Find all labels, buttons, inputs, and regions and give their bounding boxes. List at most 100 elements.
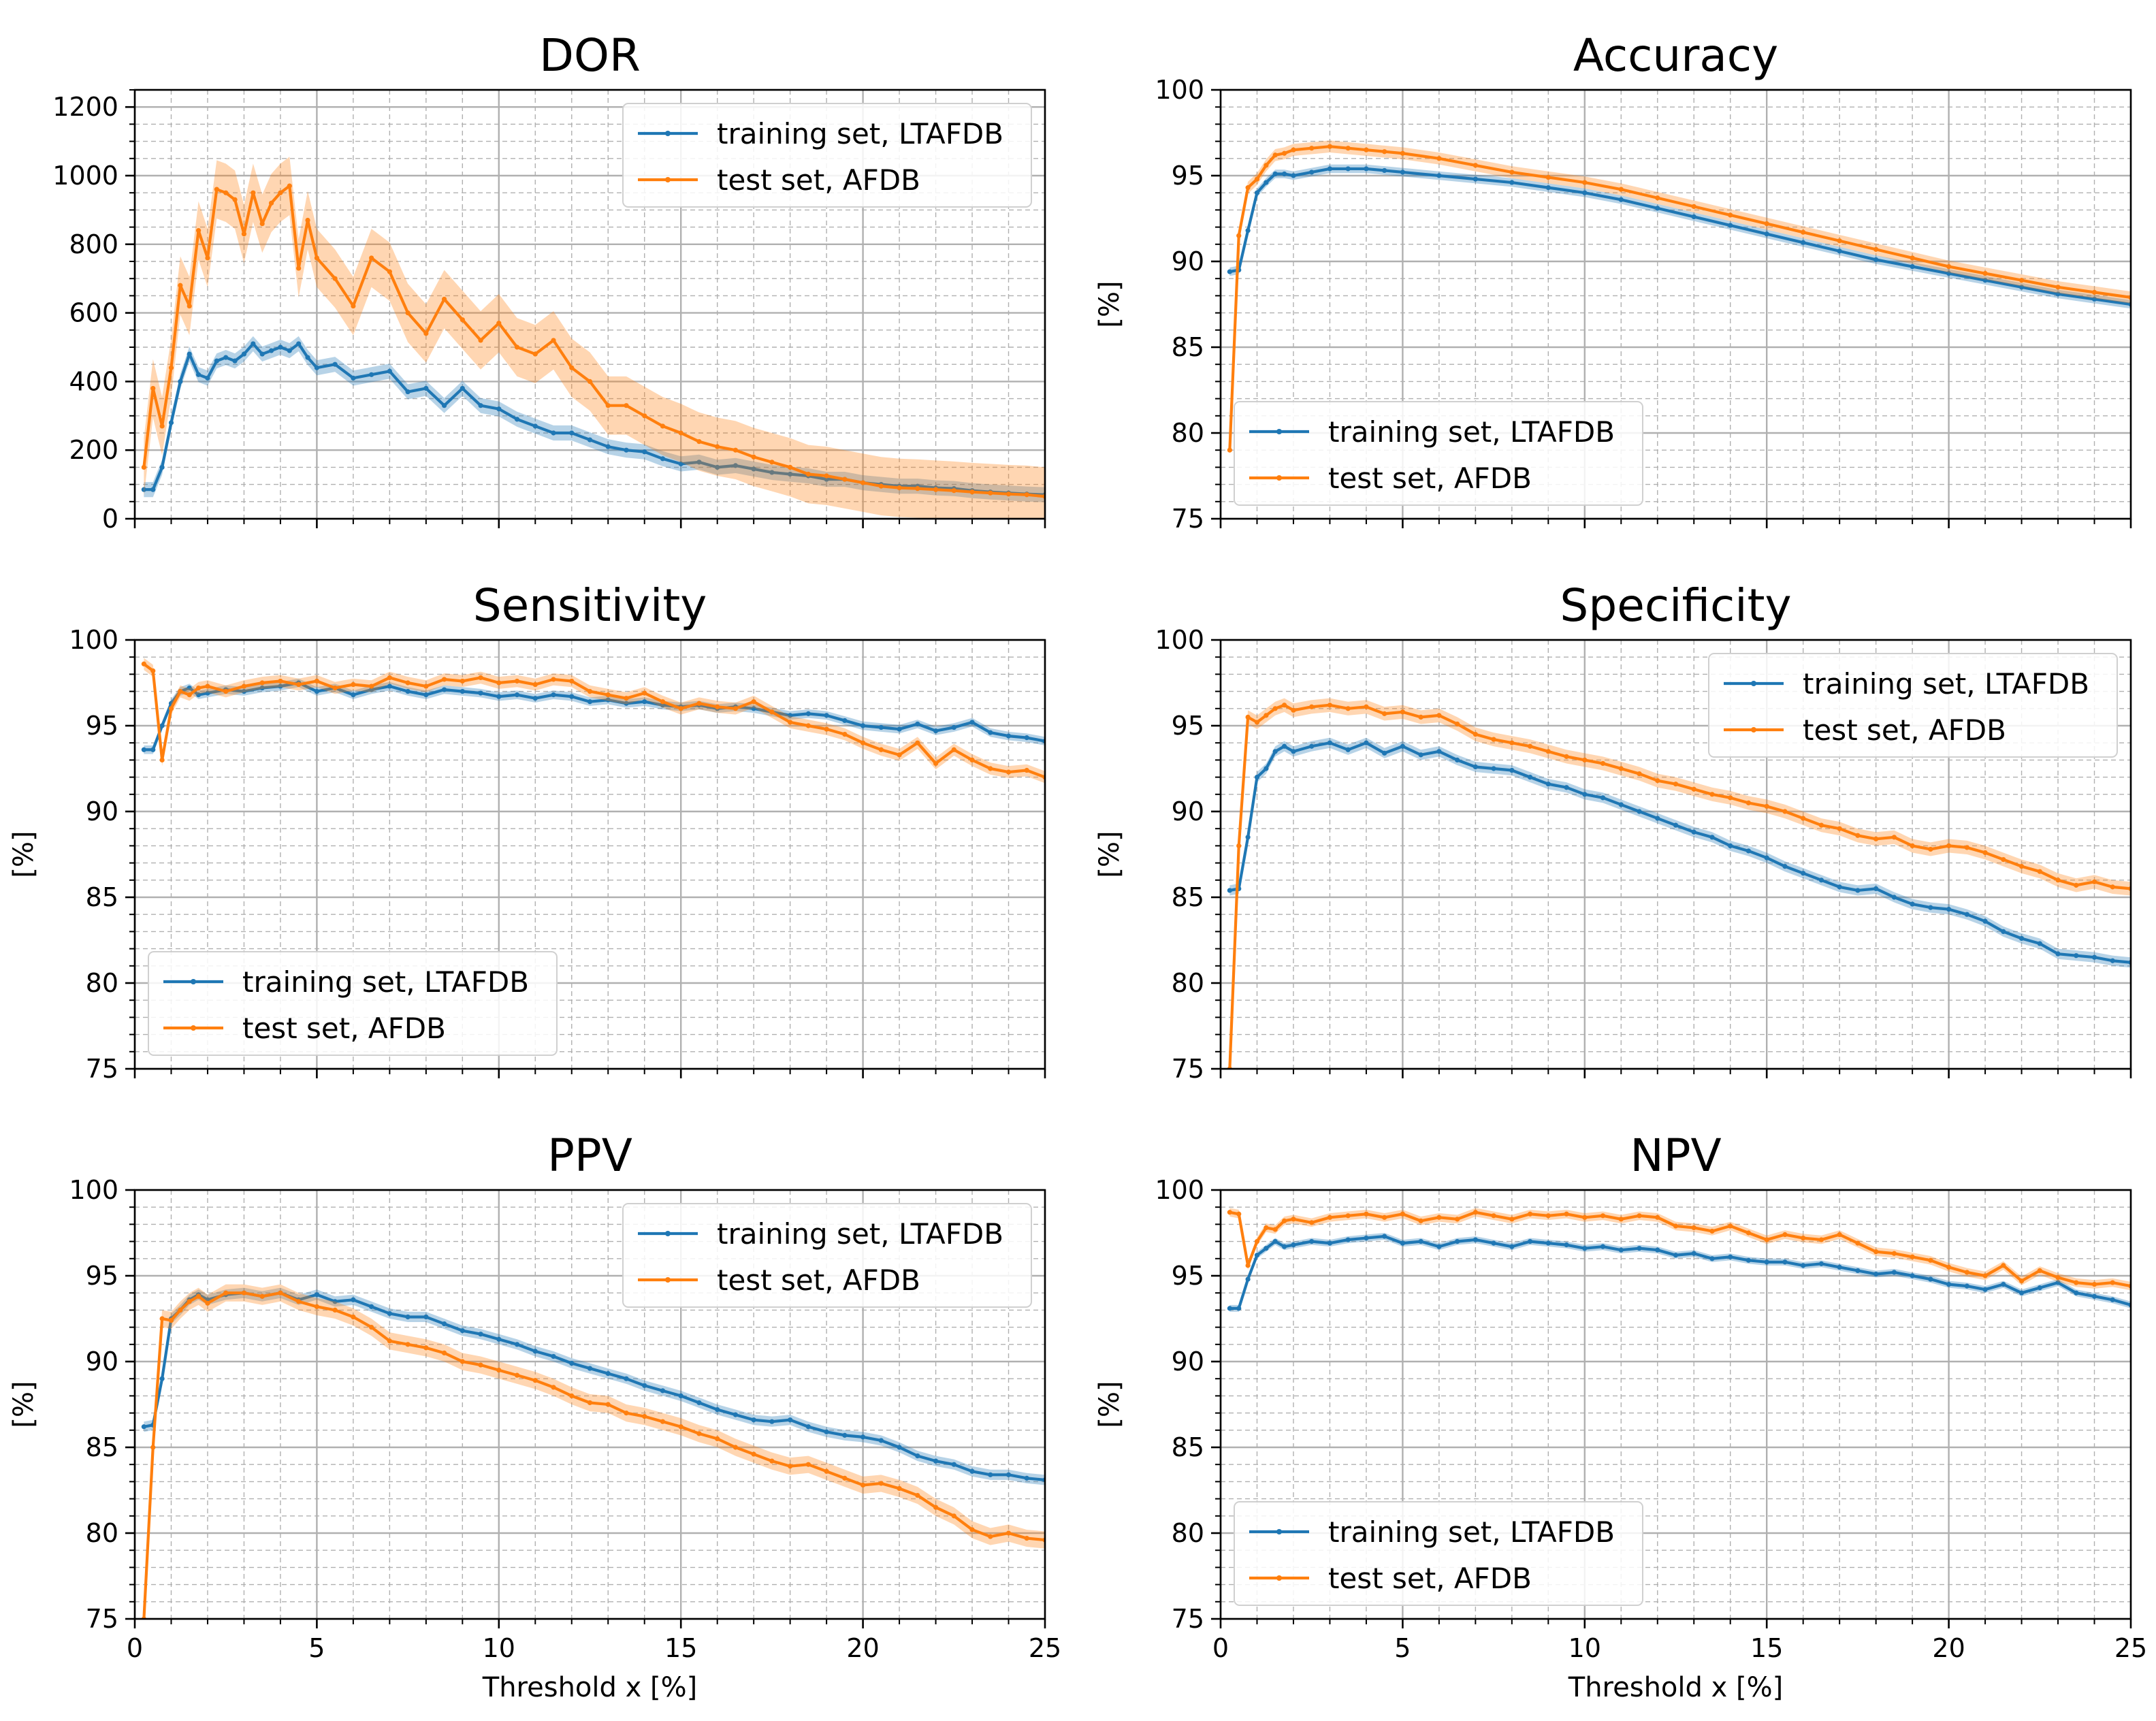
data-point (314, 689, 319, 694)
data-point (187, 1299, 192, 1304)
y-tick-label: 100 (69, 625, 118, 655)
y-axis-label: [%] (1094, 1381, 1125, 1428)
data-point (268, 200, 274, 206)
series-line (1229, 1234, 2131, 1310)
data-point (1254, 190, 1260, 195)
data-point (1491, 737, 1496, 742)
data-point (1728, 223, 1733, 228)
data-point (1291, 707, 1296, 713)
data-point (660, 423, 666, 429)
data-point (405, 680, 411, 686)
data-point (1254, 1239, 1260, 1244)
data-point (1873, 1249, 1879, 1255)
data-point (332, 1307, 338, 1313)
data-point (2110, 884, 2115, 890)
data-point (1655, 816, 1660, 821)
data-point (2001, 929, 2006, 934)
data-point (1855, 888, 1861, 893)
data-point (351, 692, 356, 698)
data-point (2037, 1268, 2042, 1274)
data-point (1364, 704, 1369, 709)
y-axis-label: [%] (8, 831, 39, 878)
data-point (241, 231, 247, 237)
data-point (1281, 743, 1287, 749)
data-point (1491, 766, 1496, 771)
data-point (159, 723, 165, 728)
data-point (951, 1462, 956, 1467)
ticks: 75 80 85 90 95 100 0 5 10 15 20 25 (69, 1175, 1061, 1663)
data-point (241, 689, 247, 694)
data-point (1264, 1225, 1269, 1231)
data-point (460, 689, 465, 694)
data-point (159, 423, 165, 429)
data-point (751, 1417, 756, 1423)
data-point (1382, 149, 1387, 155)
data-point (642, 413, 647, 419)
data-point (1272, 1227, 1278, 1232)
data-point (2018, 935, 2025, 942)
data-point (660, 1419, 666, 1424)
data-point (296, 681, 302, 688)
data-point (387, 683, 392, 689)
data-point (369, 372, 374, 377)
data-point (951, 1513, 956, 1519)
data-point (187, 685, 192, 691)
legend-label: test set, AFDB (1328, 1562, 1532, 1595)
y-tick-label: 100 (69, 1175, 118, 1205)
data-point (1910, 901, 1915, 907)
data-point (351, 375, 356, 381)
data-point (2091, 1282, 2097, 1287)
data-point (660, 1388, 666, 1394)
data-point (788, 1464, 793, 1469)
legend-label: test set, AFDB (717, 1264, 920, 1297)
data-point (150, 385, 156, 391)
y-tick-label: 1000 (52, 161, 118, 191)
data-point (441, 1350, 447, 1355)
y-tick-label: 95 (1172, 1261, 1204, 1291)
data-point (1473, 732, 1478, 737)
data-point (605, 444, 611, 449)
series-line (143, 662, 1045, 779)
data-point (678, 1424, 683, 1430)
data-point (1473, 176, 1478, 182)
data-point (1400, 709, 1405, 715)
legend-label: training set, LTAFDB (717, 1217, 1003, 1251)
data-point (1982, 1273, 1988, 1278)
data-point (1837, 248, 1842, 254)
data-point (642, 1414, 647, 1419)
data-point (460, 1328, 465, 1334)
data-point (769, 470, 775, 475)
data-point (933, 1505, 939, 1510)
data-point (824, 477, 829, 482)
x-tick-label: 10 (483, 1633, 515, 1663)
data-point (1891, 895, 1897, 900)
data-point (1545, 185, 1551, 191)
data-point (1254, 176, 1260, 182)
data-point (587, 699, 593, 705)
y-tick-label: 90 (1172, 797, 1204, 826)
data-point (2074, 882, 2079, 888)
data-point (1254, 720, 1260, 725)
data-point (314, 678, 319, 684)
data-point (824, 726, 829, 732)
data-point (1245, 185, 1251, 191)
data-point (405, 1342, 411, 1347)
series-test (1227, 1208, 2131, 1291)
data-point (1264, 766, 1269, 771)
data-point (478, 403, 483, 408)
data-point (532, 681, 538, 688)
series-line (1228, 703, 2131, 1069)
data-point (205, 375, 210, 381)
data-point (624, 1411, 629, 1416)
y-tick-label: 95 (1172, 711, 1204, 741)
legend: training set, LTAFDB test set, AFDB (148, 951, 558, 1056)
data-point (1782, 864, 1788, 869)
data-point (2074, 1290, 2079, 1296)
data-point (624, 696, 629, 701)
data-point (1264, 713, 1269, 718)
data-point (1946, 271, 1952, 276)
y-tick-label: 600 (69, 298, 118, 328)
data-point (514, 344, 520, 350)
data-point (1745, 848, 1752, 854)
legend-marker (191, 1025, 196, 1031)
